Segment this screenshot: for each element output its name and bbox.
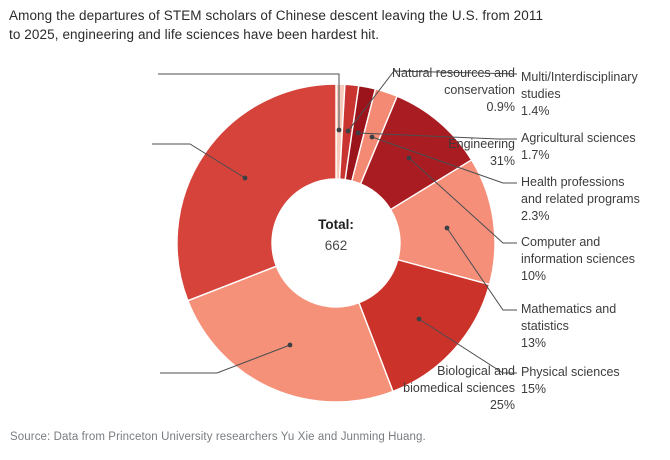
leader-dot-health-professions	[369, 134, 375, 140]
leader-line-natural-resources-and-conservation	[158, 73, 340, 130]
slice-pct: 0.9%	[486, 100, 516, 114]
leader-dot-engineering	[242, 175, 248, 181]
leader-line-computer-and-information-sciences	[408, 157, 517, 244]
chart-title: Among the departures of STEM scholars of…	[9, 6, 664, 44]
slice-mathematics-and-statistics	[389, 159, 496, 286]
slice-biological-and-biomedical-sciences	[187, 265, 394, 403]
leader-dot-natural-resources-and-conservation	[336, 127, 342, 133]
source-note: Source: Data from Princeton University r…	[10, 431, 426, 443]
slice-pct: 13%	[521, 336, 547, 350]
leader-line-agricultural-sciences	[357, 132, 517, 140]
slice-physical-sciences	[358, 259, 491, 393]
slice-label-agricultural-sciences: Agricultural sciences 1.7%	[521, 130, 636, 164]
leader-line-multi-interdisciplinary-studies	[347, 70, 518, 132]
donut-center-text: Total: 662	[318, 215, 354, 257]
leader-dot-multi-interdisciplinary-studies	[345, 128, 351, 134]
leader-line-engineering	[152, 143, 246, 179]
chart-title-line1: Among the departures of STEM scholars of…	[9, 8, 544, 23]
slice-pct: 1.4%	[521, 104, 550, 118]
leader-dot-physical-sciences	[416, 316, 422, 322]
leader-dot-agricultural-sciences	[355, 130, 361, 136]
slice-label-mathematics-and-statistics: Mathematics and statistics 13%	[521, 301, 616, 352]
chart-title-line2: to 2025, engineering and life sciences h…	[9, 27, 380, 42]
slice-label-line: statistics	[521, 319, 569, 333]
slice-engineering	[176, 83, 337, 302]
total-label: Total:	[318, 217, 354, 232]
leader-line-physical-sciences	[418, 318, 517, 374]
slice-label-line: Biological and	[437, 364, 515, 378]
slice-label-line: biomedical sciences	[403, 381, 515, 395]
slice-pct: 15%	[521, 382, 547, 396]
slice-label-health-professions: Health professions and related programs 2.…	[521, 174, 640, 225]
slice-label-line: Natural resources and	[392, 66, 515, 80]
slice-label-line: information sciences	[521, 252, 635, 266]
slice-label-computer-and-information-sciences: Computer and information sciences 10%	[521, 234, 635, 285]
leader-line-biological-and-biomedical-sciences	[160, 344, 291, 374]
slice-label-line: Health professions	[521, 175, 625, 189]
total-value: 662	[324, 238, 348, 253]
slice-pct: 31%	[489, 154, 515, 168]
leader-line-health-professions	[371, 136, 517, 184]
slice-pct: 2.3%	[521, 209, 550, 223]
slice-label-line: Computer and	[521, 235, 601, 249]
slice-pct: 1.7%	[521, 148, 550, 162]
slice-label-line: Physical sciences	[521, 365, 620, 379]
leader-dot-biological-and-biomedical-sciences	[287, 342, 293, 348]
slice-label-line: and related programs	[521, 192, 640, 206]
leader-dot-mathematics-and-statistics	[444, 225, 450, 231]
slice-label-engineering: Engineering 31%	[448, 136, 515, 170]
slice-label-line: studies	[521, 87, 561, 101]
slice-pct: 10%	[521, 269, 547, 283]
slice-label-biological-and-biomedical-sciences: Biological and biomedical sciences 25%	[403, 363, 515, 414]
slice-label-line: Mathematics and	[521, 302, 617, 316]
slice-label-line: conservation	[444, 83, 515, 97]
slice-label-line: Multi/Interdisciplinary	[521, 70, 638, 84]
slice-label-multi-interdisciplinary-studies: Multi/Interdisciplinary studies 1.4%	[521, 69, 638, 120]
leader-dot-computer-and-information-sciences	[406, 155, 412, 161]
slice-pct: 25%	[489, 398, 515, 412]
slice-label-physical-sciences: Physical sciences 15%	[521, 364, 620, 398]
slice-label-line: Engineering	[448, 137, 515, 151]
slice-label-natural-resources-and-conservation: Natural resources and conservation 0.9%	[392, 65, 515, 116]
slice-label-line: Agricultural sciences	[521, 131, 636, 145]
leader-line-mathematics-and-statistics	[446, 227, 517, 311]
